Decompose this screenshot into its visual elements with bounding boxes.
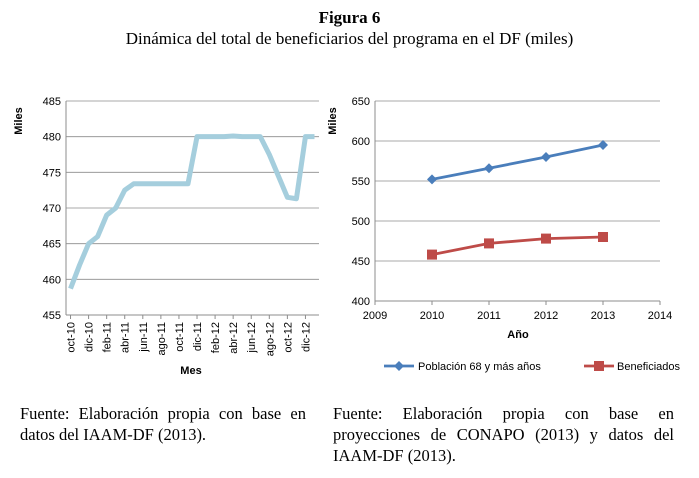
chart1-x-tick-label: jun-12: [246, 322, 258, 354]
chart2-legend: Población 68 y más años Beneficiados: [384, 361, 680, 373]
chart1-y-tick-label: 480: [43, 132, 61, 144]
chart2-y-axis-title: Miles: [327, 107, 339, 135]
chart2-y-tick-label: 400: [352, 296, 370, 308]
chart2-point-diamond: [541, 152, 551, 162]
chart1-x-tick-labels: oct-10 dic-10 feb-11 abr-11 jun-11 ago-11 oct-…: [66, 315, 312, 356]
chart2-point-square: [484, 238, 494, 249]
chart1-series: [68, 133, 315, 290]
chart2-series-line: [431, 235, 604, 256]
chart2-y-tick-label: 450: [352, 256, 370, 268]
figure-title: Dinámica del total de beneficiarios del …: [125, 29, 574, 48]
chart2-point-square: [427, 249, 437, 260]
chart1-x-tick-label: dic-12: [300, 322, 312, 352]
chart1-y-tick-label: 485: [43, 96, 61, 108]
chart2-y-tick-label: 600: [352, 136, 370, 148]
chart1-x-axis-title: Mes: [180, 365, 201, 377]
chart-monthly-beneficiaries: 455 460 465 470 475 480 485 oct-10 dic-10 feb-11…: [13, 96, 319, 377]
chart2-x-tick-label: 2010: [420, 310, 444, 322]
chart2-point-square: [541, 233, 551, 244]
chart2-y-tick-labels: 400 450 500 550 600 650: [352, 96, 370, 308]
chart1-x-tick-label: dic-11: [192, 322, 204, 351]
chart2-point-square: [598, 232, 608, 242]
chart1-y-tick-label: 465: [43, 239, 61, 251]
source-note-left: Fuente: Elaboración propia con base en d…: [20, 404, 306, 444]
chart2-gridlines: [375, 100, 660, 262]
chart1-series-line: [68, 133, 315, 290]
chart2-x-tick-label: 2011: [477, 310, 501, 322]
chart1-y-tick-label: 475: [43, 167, 61, 179]
chart1-x-tick-label: feb-12: [210, 322, 222, 353]
chart1-y-tick-label: 460: [43, 274, 61, 286]
chart1-x-tick-label: ago-12: [264, 322, 276, 356]
chart2-x-tick-label: 2014: [648, 310, 672, 322]
chart2-point-diamond: [598, 140, 608, 150]
chart1-x-tick-label: dic-10: [84, 322, 96, 352]
chart1-x-tick-label: feb-11: [102, 322, 114, 352]
chart2-y-tick-label: 500: [352, 216, 370, 228]
chart2-legend-label: Beneficiados: [617, 361, 680, 373]
chart1-x-tick-label: abr-12: [228, 322, 240, 354]
chart2-point-diamond: [484, 163, 494, 174]
chart1-x-tick-label: oct-10: [66, 322, 78, 353]
chart2-series-line: [431, 143, 604, 181]
chart2-series: [427, 140, 608, 260]
chart2-x-axis-title: Año: [507, 329, 529, 341]
chart2-y-tick-label: 550: [352, 176, 370, 188]
chart1-y-tick-label: 455: [43, 310, 61, 322]
chart2-axes: [374, 101, 660, 302]
chart1-y-tick-label: 470: [43, 203, 61, 215]
chart2-point-square: [594, 361, 604, 371]
figure-label: Figura 6: [318, 8, 381, 27]
chart2-point-diamond: [394, 361, 404, 371]
chart2-point-diamond: [427, 174, 437, 185]
chart1-y-axis-title: Miles: [13, 107, 25, 135]
chart2-x-tick-label: 2013: [591, 310, 615, 322]
source-note-right: Fuente: Elaboración propia con base en p…: [333, 404, 674, 465]
chart2-legend-label: Población 68 y más años: [418, 361, 541, 373]
chart2-y-tick-label: 650: [352, 96, 370, 108]
chart2-x-tick-label: 2012: [534, 310, 558, 322]
chart1-x-tick-label: oct-11: [174, 322, 186, 352]
chart1-x-tick-label: abr-11: [120, 322, 132, 353]
chart2-x-tick-label: 2009: [363, 310, 387, 322]
chart1-x-tick-label: ago-11: [156, 322, 168, 355]
chart1-x-tick-label: oct-12: [282, 322, 294, 353]
chart1-y-tick-labels: 455 460 465 470 475 480 485: [43, 96, 61, 322]
chart1-axes: [65, 101, 319, 316]
chart2-x-tick-labels: 2009 2010 2011 2012 2013 2014: [363, 301, 672, 322]
chart1-gridlines: [66, 100, 319, 280]
chart1-x-tick-label: jun-11: [138, 322, 150, 353]
